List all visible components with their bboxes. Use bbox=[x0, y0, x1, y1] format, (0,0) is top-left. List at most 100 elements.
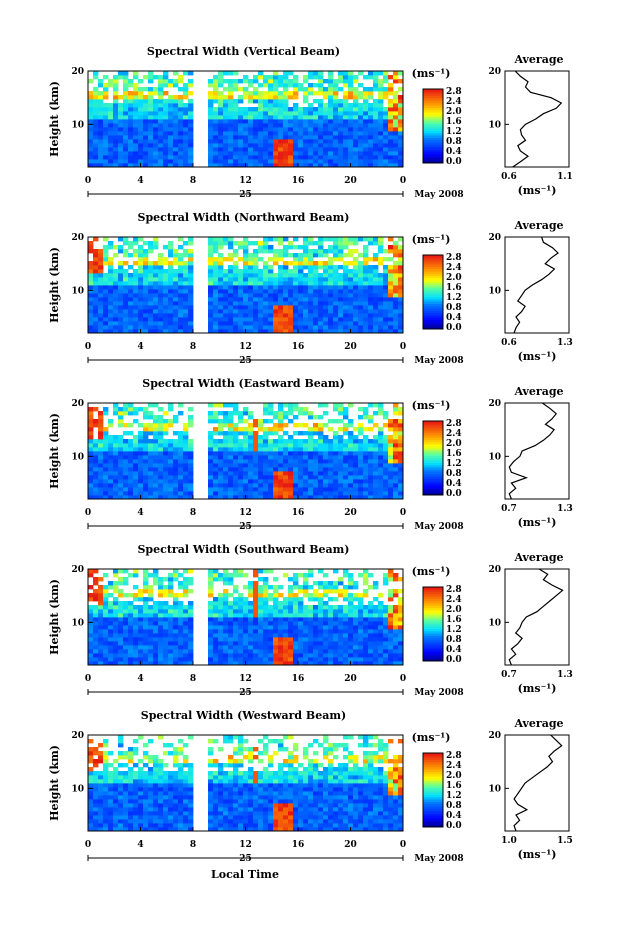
heatmap-cell bbox=[368, 135, 374, 140]
heatmap-cell bbox=[388, 475, 394, 480]
heatmap-cell bbox=[318, 297, 324, 302]
heatmap-cell bbox=[258, 245, 264, 250]
heatmap-cell bbox=[283, 83, 289, 88]
heatmap-cell bbox=[128, 95, 134, 100]
heatmap-cell bbox=[263, 301, 269, 306]
heatmap-cell bbox=[378, 127, 384, 132]
heatmap-cell bbox=[113, 455, 119, 460]
colorbar-cell bbox=[423, 109, 443, 113]
heatmap-cell bbox=[178, 127, 184, 132]
heatmap-cell bbox=[313, 325, 319, 330]
heatmap-cell bbox=[123, 569, 129, 574]
heatmap-cell bbox=[333, 649, 339, 654]
heatmap-cell bbox=[173, 309, 179, 314]
heatmap-cell bbox=[93, 649, 99, 654]
heatmap-cell bbox=[208, 111, 214, 116]
heatmap-cell bbox=[128, 321, 134, 326]
heatmap-cell bbox=[88, 277, 94, 282]
heatmap-cell bbox=[363, 159, 369, 164]
heatmap-cell bbox=[288, 463, 294, 468]
heatmap-cell bbox=[333, 99, 339, 104]
heatmap-cell bbox=[98, 325, 104, 330]
heatmap-cell bbox=[268, 91, 274, 96]
heatmap-cell bbox=[133, 249, 139, 254]
colorbar-cell bbox=[423, 310, 443, 314]
heatmap-cell bbox=[188, 135, 194, 140]
heatmap-cell bbox=[393, 471, 399, 476]
colorbar-block bbox=[423, 98, 443, 108]
heatmap-cell bbox=[178, 593, 184, 598]
heatmap-cell bbox=[133, 321, 139, 326]
heatmap-cell bbox=[133, 645, 139, 650]
heatmap-cell bbox=[393, 439, 399, 444]
heatmap-cell bbox=[273, 443, 279, 448]
heatmap-cell bbox=[388, 273, 394, 278]
heatmap-cell bbox=[343, 83, 349, 88]
heatmap-cell bbox=[238, 143, 244, 148]
heatmap-cell bbox=[98, 601, 104, 606]
heatmap-cell bbox=[183, 95, 189, 100]
heatmap-cell bbox=[298, 285, 304, 290]
heatmap-cell bbox=[388, 155, 394, 160]
heatmap-cell bbox=[88, 281, 94, 286]
heatmap-cell bbox=[93, 95, 99, 100]
heatmap-cell bbox=[288, 261, 294, 266]
heatmap-cell bbox=[143, 131, 149, 136]
heatmap-cell bbox=[118, 455, 124, 460]
heatmap-cell bbox=[148, 147, 154, 152]
heatmap-cell bbox=[238, 281, 244, 286]
heatmap-cell bbox=[353, 297, 359, 302]
heatmap-cell bbox=[148, 585, 154, 590]
heatmap-cell bbox=[298, 653, 304, 658]
heatmap-cell bbox=[133, 143, 139, 148]
heatmap-cell bbox=[268, 463, 274, 468]
heatmap-cell bbox=[338, 305, 344, 310]
heatmap-cell bbox=[158, 115, 164, 120]
heatmap-cell bbox=[183, 325, 189, 330]
heatmap-cell bbox=[208, 661, 214, 666]
heatmap-cell bbox=[258, 309, 264, 314]
heatmap-cell bbox=[273, 95, 279, 100]
heatmap-cell bbox=[328, 301, 334, 306]
heatmap-cell bbox=[163, 653, 169, 658]
heatmap-cell bbox=[268, 329, 274, 334]
heatmap-cell bbox=[93, 439, 99, 444]
heatmap-cell bbox=[398, 79, 404, 84]
heatmap-cell bbox=[353, 95, 359, 100]
heatmap-cell bbox=[313, 119, 319, 124]
heatmap-cell bbox=[218, 411, 224, 416]
heatmap-cell bbox=[93, 629, 99, 634]
heatmap-cell bbox=[323, 139, 329, 144]
heatmap-cell bbox=[118, 411, 124, 416]
heatmap-cell bbox=[123, 463, 129, 468]
heatmap-cell bbox=[313, 495, 319, 500]
heatmap-cell bbox=[378, 123, 384, 128]
heatmap-cell bbox=[393, 273, 399, 278]
heatmap-cell bbox=[303, 479, 309, 484]
heatmap-cell bbox=[308, 115, 314, 120]
heatmap-cell bbox=[238, 119, 244, 124]
colorbar-cell bbox=[423, 444, 443, 447]
heatmap-cell bbox=[208, 253, 214, 258]
heatmap-cell bbox=[223, 573, 229, 578]
heatmap-cell bbox=[188, 613, 194, 618]
heatmap-cell bbox=[218, 277, 224, 282]
heatmap-cell bbox=[283, 625, 289, 630]
heatmap-cell bbox=[233, 123, 239, 128]
heatmap-cell bbox=[273, 71, 279, 76]
heatmap-cell bbox=[273, 467, 279, 472]
panel-title: Spectral Width (Northward Beam) bbox=[138, 211, 350, 224]
heatmap-cell bbox=[343, 119, 349, 124]
heatmap-cell bbox=[353, 475, 359, 480]
heatmap-cell bbox=[163, 119, 169, 124]
heatmap-cell bbox=[328, 467, 334, 472]
heatmap-cell bbox=[103, 159, 109, 164]
heatmap-cell bbox=[133, 329, 139, 334]
heatmap-cell bbox=[313, 657, 319, 662]
heatmap-cell bbox=[368, 447, 374, 452]
heatmap-cell bbox=[313, 123, 319, 128]
heatmap-cell bbox=[348, 439, 354, 444]
heatmap-cell bbox=[318, 415, 324, 420]
heatmap-cell bbox=[358, 309, 364, 314]
heatmap-cell bbox=[253, 261, 259, 266]
